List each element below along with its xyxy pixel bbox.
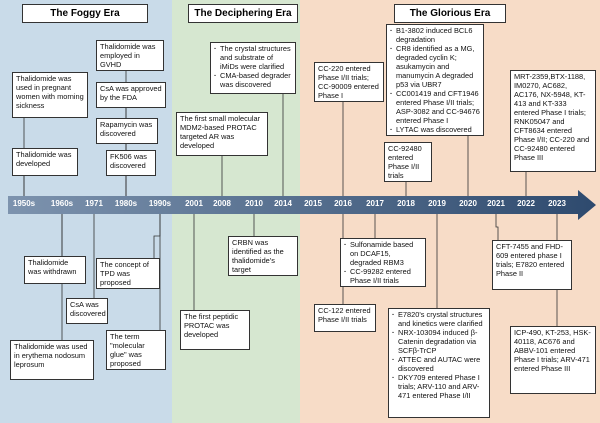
event-box: CC-122 entered Phase I/II trials (314, 304, 376, 332)
event-box: Thalidomide was used in pregnant women w… (12, 72, 88, 118)
year-label: 2016 (334, 199, 352, 208)
event-item: Sulfonamide based on DCAF15, degraded RB… (344, 240, 422, 267)
event-item: LYTAC was discovered (390, 125, 480, 134)
event-item: NRX-103094 induced β-Catenin degradation… (392, 328, 486, 355)
year-label: 2021 (487, 199, 505, 208)
year-label: 2019 (428, 199, 446, 208)
event-box: Rapamycin was discovered (96, 118, 158, 144)
year-label: 1950s (12, 199, 36, 208)
event-list: The crystal structures and substrate of … (214, 44, 292, 89)
event-box: CC-92480 entered Phase I/II trials (384, 142, 432, 182)
event-list: E7820's crystal structures and kinetics … (392, 310, 486, 400)
timeline-arrow (8, 190, 596, 220)
year-label: 1980s (114, 199, 138, 208)
event-list: B1-3802 induced BCL6 degradationCR8 iden… (390, 26, 480, 134)
era-title: The Deciphering Era (188, 4, 298, 23)
event-box: Thalidomide was developed (12, 148, 78, 176)
event-box: CRBN was identified as the thalidomide's… (228, 236, 298, 276)
year-label: 2020 (459, 199, 477, 208)
event-item: The crystal structures and substrate of … (214, 44, 292, 71)
event-box: Thalidomide was employed in GVHD (96, 40, 164, 71)
year-label: 2017 (366, 199, 384, 208)
event-box: Thalidomide was withdrawn (24, 256, 86, 284)
event-box: The first small molecular MDM2-based PRO… (176, 112, 268, 156)
year-label: 1971 (85, 199, 103, 208)
event-box: ICP-490, KT-253, HSK-40118, AC676 and AB… (510, 326, 596, 394)
year-label: 1960s (50, 199, 74, 208)
event-box: The term "molecular glue" was proposed (106, 330, 166, 370)
event-box: CC-220 entered Phase I/II trials; CC-900… (314, 62, 384, 102)
event-box: MRT-2359,BTX-1188, IM0270, AC682, AC176,… (510, 70, 596, 172)
event-box: CFT-7455 and FHD-609 entered phase I tri… (492, 240, 572, 290)
era-title: The Glorious Era (394, 4, 506, 23)
year-label: 2014 (274, 199, 292, 208)
year-label: 2001 (185, 199, 203, 208)
event-list: Sulfonamide based on DCAF15, degraded RB… (344, 240, 422, 285)
event-box: The crystal structures and substrate of … (210, 42, 296, 94)
era-title: The Foggy Era (22, 4, 148, 23)
event-box: B1-3802 induced BCL6 degradationCR8 iden… (386, 24, 484, 136)
year-label: 1990s (148, 199, 172, 208)
event-box: The concept of TPD was proposed (96, 258, 160, 289)
event-box: E7820's crystal structures and kinetics … (388, 308, 490, 418)
event-item: CC001419 and CFT1946 entered Phase I/II … (390, 89, 480, 125)
event-item: E7820's crystal structures and kinetics … (392, 310, 486, 328)
event-item: ATTEC and AUTAC were discovered (392, 355, 486, 373)
year-label: 2008 (213, 199, 231, 208)
event-item: CR8 identified as a MG, degraded cyclin … (390, 44, 480, 89)
connector (495, 214, 499, 240)
year-label: 2023 (548, 199, 566, 208)
year-label: 2022 (517, 199, 535, 208)
event-item: CMA-based degrader was discovered (214, 71, 292, 89)
event-item: B1-3802 induced BCL6 degradation (390, 26, 480, 44)
event-box: CsA was approved by the FDA (96, 82, 166, 108)
event-box: Thalidomide was used in erythema nodosum… (10, 340, 94, 380)
year-label: 2015 (304, 199, 322, 208)
connector (153, 214, 161, 258)
event-item: DKY709 entered Phase I trials; ARV-110 a… (392, 373, 486, 400)
event-box: Sulfonamide based on DCAF15, degraded RB… (340, 238, 426, 287)
year-label: 2010 (245, 199, 263, 208)
event-box: The first peptidic PROTAC was developed (180, 310, 250, 350)
event-box: FK506 was discovered (106, 150, 156, 176)
event-item: CC-99282 entered Phase I/II trials (344, 267, 422, 285)
event-box: CsA was discovered (66, 298, 108, 324)
year-label: 2018 (397, 199, 415, 208)
